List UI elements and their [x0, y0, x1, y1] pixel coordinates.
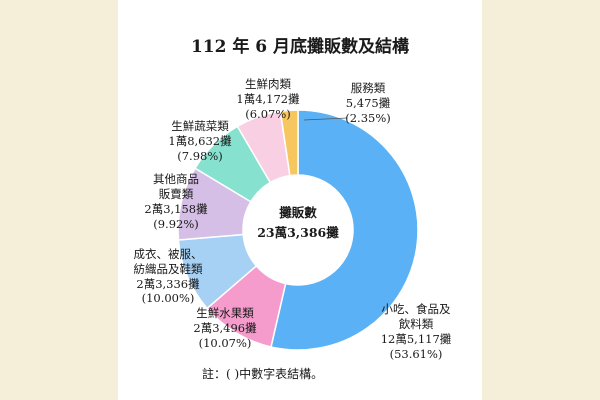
slice-label-count: 1萬4,172攤 — [236, 92, 300, 106]
slice-label-name: 成衣、被服、 — [134, 247, 203, 261]
slice-label-count: 2萬3,336攤 — [136, 277, 200, 291]
slice-label-name: 紡織品及鞋類 — [134, 262, 203, 276]
leader-line-services — [303, 117, 348, 121]
slice-label-count: 1萬8,632攤 — [168, 134, 232, 148]
slice-label-name: 生鮮水果類 — [196, 306, 254, 320]
slice-label-meat: 生鮮肉類 1萬4,172攤 (6.07%) — [236, 77, 300, 121]
slice-label-name: 飲料類 — [399, 317, 434, 331]
slice-snacks — [270, 109, 419, 351]
slice-label-percent: (6.07%) — [245, 107, 291, 121]
center-label-value: 23萬3,386攤 — [257, 225, 339, 240]
chart-card: 112 年 6 月底攤販數及結構 攤販數 23萬3,386攤 小吃、食品及 飲料… — [118, 0, 482, 400]
slice-label-count: 5,475攤 — [346, 96, 391, 110]
slice-label-count: 2萬3,496攤 — [193, 321, 257, 335]
center-label-title: 攤販數 — [279, 205, 317, 220]
slice-label-snacks: 小吃、食品及 飲料類 12萬5,117攤 (53.61%) — [381, 302, 452, 361]
slice-label-services: 服務類 5,475攤 (2.35%) — [345, 81, 391, 125]
slice-label-percent: (2.35%) — [345, 111, 391, 125]
slice-label-percent: (53.61%) — [390, 347, 443, 361]
slice-label-name: 服務類 — [351, 81, 386, 95]
slice-label-percent: (9.92%) — [153, 217, 199, 231]
chart-title: 112 年 6 月底攤販數及結構 — [191, 36, 409, 57]
donut-chart: 112 年 6 月底攤販數及結構 攤販數 23萬3,386攤 小吃、食品及 飲料… — [134, 36, 452, 381]
slice-label-name: 其他商品 — [153, 172, 199, 186]
slice-label-clothing: 成衣、被服、 紡織品及鞋類 2萬3,336攤 (10.00%) — [134, 247, 203, 305]
slice-label-percent: (7.98%) — [177, 149, 223, 163]
slice-label-percent: (10.07%) — [199, 336, 252, 350]
footnote: 註：( )中數字表結構。 — [202, 366, 323, 381]
slice-label-name: 生鮮蔬菜類 — [171, 119, 229, 133]
slice-label-fruit: 生鮮水果類 2萬3,496攤 (10.07%) — [193, 306, 257, 350]
slice-label-name: 小吃、食品及 — [382, 302, 451, 316]
slice-label-name: 生鮮肉類 — [245, 77, 291, 91]
slice-label-other-goods: 其他商品 販賣類 2萬3,158攤 (9.92%) — [144, 172, 208, 231]
slice-label-name: 販賣類 — [159, 187, 194, 201]
slice-label-count: 2萬3,158攤 — [144, 202, 208, 216]
slice-label-percent: (10.00%) — [142, 291, 195, 305]
slice-services — [279, 109, 299, 177]
slice-label-count: 12萬5,117攤 — [381, 332, 452, 346]
slice-label-vegetables: 生鮮蔬菜類 1萬8,632攤 (7.98%) — [168, 119, 232, 163]
